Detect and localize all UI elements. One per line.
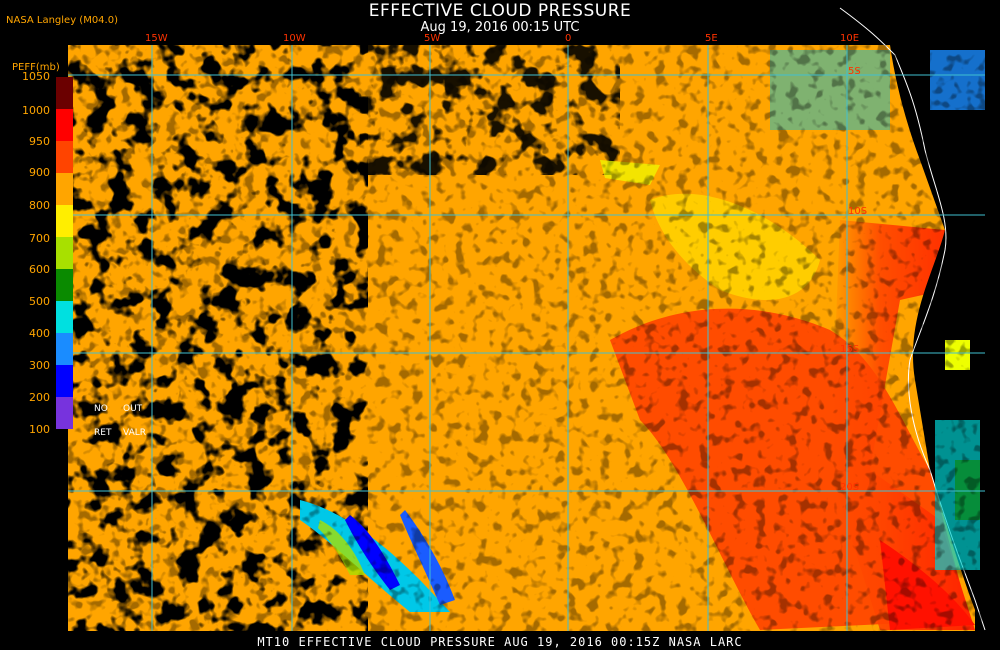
colorbar-swatch: [56, 141, 73, 173]
speckle-texture: [68, 45, 985, 631]
colorbar-level: 950: [29, 135, 50, 148]
lon-label-10w: 10W: [283, 33, 306, 44]
colorbar-swatch: [56, 237, 73, 269]
colorbar-level: 1000: [22, 104, 50, 117]
colorbar-level: 100: [29, 423, 50, 436]
map-subtitle: Aug 19, 2016 00:15 UTC: [420, 20, 580, 35]
colorbar-swatch: [56, 333, 73, 365]
lon-label-5e: 5E: [705, 33, 718, 44]
colorbar-swatch: [56, 397, 73, 429]
colorbar-unit-label: PEFF(mb): [12, 62, 60, 73]
lon-label-15w: 15W: [145, 33, 168, 44]
colorbar-level: 1050: [22, 70, 50, 83]
colorbar-out-label: OUT: [123, 404, 143, 414]
colorbar-level: 700: [29, 232, 50, 245]
colorbar-swatch: [56, 205, 73, 237]
colorbar-level: 300: [29, 359, 50, 372]
colorbar-swatch: [56, 269, 73, 301]
colorbar-level: 900: [29, 166, 50, 179]
map-title: EFFECTIVE CLOUD PRESSURE: [368, 1, 632, 21]
colorbar-swatch: [56, 365, 73, 397]
lat-label-20s: 20S: [840, 482, 860, 493]
lat-label-15s: 15S: [840, 344, 860, 355]
colorbar-swatch: [56, 109, 73, 141]
colorbar-valr-label: VALR: [123, 428, 147, 438]
colorbar-swatch: [56, 301, 73, 333]
footer-caption: MT10 EFFECTIVE CLOUD PRESSURE AUG 19, 20…: [257, 635, 743, 649]
grid: [68, 45, 985, 631]
colorbar-level: 600: [29, 263, 50, 276]
source-label: NASA Langley (M04.0): [6, 15, 118, 26]
colorbar-no-label: NO: [94, 404, 108, 414]
lon-label-0: 0: [565, 33, 572, 44]
colorbar-level: 800: [29, 199, 50, 212]
lon-label-10e: 10E: [840, 33, 860, 44]
colorbar-level: 400: [29, 327, 50, 340]
lat-label-5s: 5S: [848, 66, 861, 77]
colorbar-level: 200: [29, 391, 50, 404]
colorbar-swatch: [56, 173, 73, 205]
lat-label-10s: 10S: [848, 206, 868, 217]
colorbar-ret-label: RET: [94, 428, 112, 438]
colorbar-swatch: [56, 77, 73, 109]
colorbar-level: 500: [29, 295, 50, 308]
lon-label-5w: 5W: [424, 33, 441, 44]
